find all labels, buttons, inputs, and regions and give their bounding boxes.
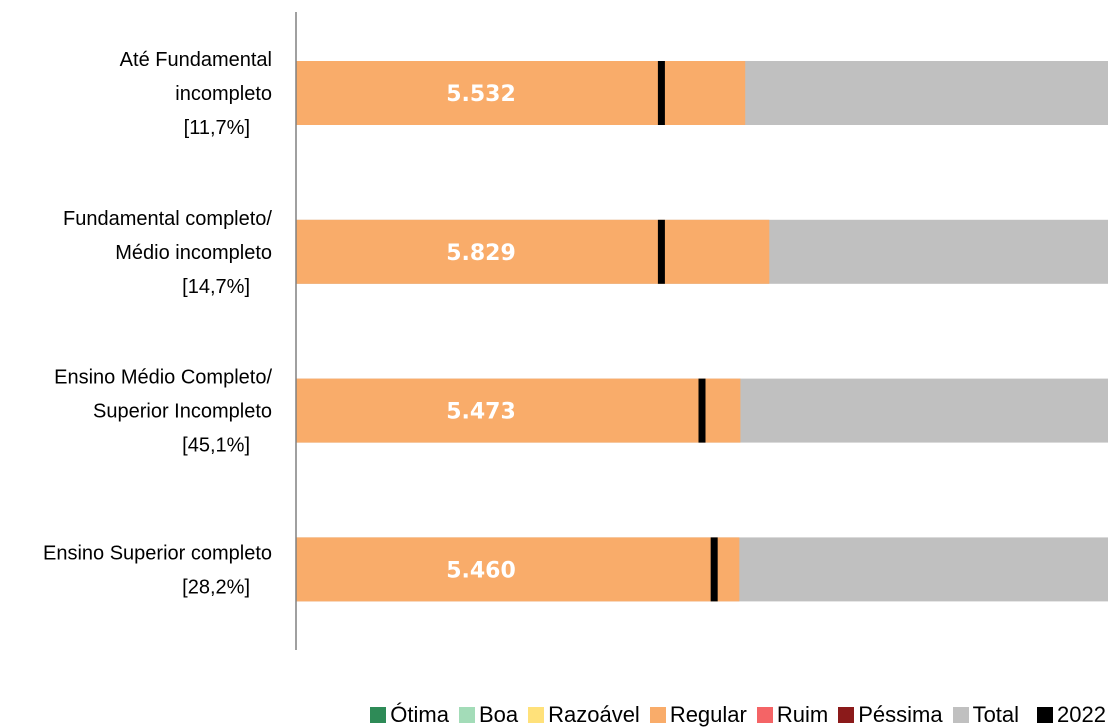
category-label: Médio incompleto [115, 242, 272, 264]
category-label: [28,2%] [182, 576, 250, 598]
legend-item: Péssima [838, 702, 943, 728]
legend-label: Total [972, 702, 1020, 727]
data-label: 5.532 [446, 82, 516, 107]
category-label: [14,7%] [182, 276, 250, 298]
legend-label: Regular [669, 702, 747, 727]
legend-swatch [952, 707, 969, 723]
legend-item: Boa [458, 702, 519, 728]
data-label: 5.460 [446, 558, 516, 583]
legend-item: 2022 [1037, 702, 1106, 728]
category-label: Superior Incompleto [93, 401, 272, 423]
legend-swatch [528, 707, 545, 723]
category-label: [11,7%] [184, 117, 250, 139]
legend-label: 2022 [1057, 702, 1106, 727]
category-label: [45,1%] [182, 435, 250, 457]
marker-2022 [657, 61, 665, 125]
data-label: 5.473 [446, 400, 516, 425]
legend-item: Razoável [528, 702, 640, 728]
legend-label: Boa [478, 702, 519, 727]
category-label: Ensino Superior completo [43, 542, 272, 564]
marker-2022 [710, 537, 718, 602]
bar-chart: 5.532 Até Fundamental incompleto [11,7%] 5.8… [43, 12, 1108, 650]
legend-label: Péssima [858, 702, 943, 727]
category-label: incompleto [175, 83, 272, 105]
legend-item: Ótima [370, 702, 449, 728]
chart-legend: Ótima Boa Razoável Regular Ruim Péssima Total 2… [360, 702, 1106, 728]
legend-swatch [756, 707, 773, 723]
legend-swatch [838, 707, 855, 723]
legend-label: Ótima [390, 702, 449, 727]
legend-swatch [649, 707, 666, 723]
bar-regular [296, 61, 746, 125]
bar-regular [296, 537, 740, 602]
legend-label: Ruim [776, 702, 829, 727]
legend-item: Regular [649, 702, 747, 728]
legend-swatch [370, 707, 387, 723]
legend-label: Razoável [548, 702, 640, 727]
marker-2022 [698, 378, 706, 443]
data-label: 5.829 [446, 241, 516, 266]
legend-swatch [458, 707, 475, 723]
legend-item: Total [952, 702, 1020, 728]
marker-2022 [657, 219, 665, 284]
bar-regular [296, 378, 741, 443]
bar-regular [296, 219, 770, 284]
category-label: Fundamental completo/ [63, 208, 272, 230]
legend-swatch [1037, 707, 1054, 723]
legend-item: Ruim [756, 702, 829, 728]
category-label: Até Fundamental [120, 49, 272, 71]
category-label: Ensino Médio Completo/ [54, 367, 272, 389]
